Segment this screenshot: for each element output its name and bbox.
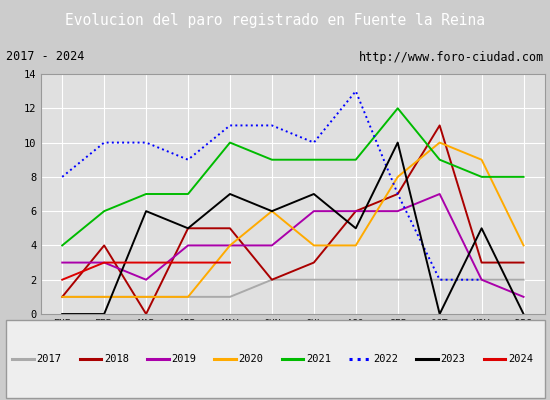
Text: 2024: 2024 xyxy=(508,354,533,364)
Text: http://www.foro-ciudad.com: http://www.foro-ciudad.com xyxy=(359,50,544,64)
Text: 2022: 2022 xyxy=(373,354,398,364)
Text: 2021: 2021 xyxy=(306,354,331,364)
FancyBboxPatch shape xyxy=(6,320,544,398)
Text: 2017 - 2024: 2017 - 2024 xyxy=(6,50,84,64)
Text: 2020: 2020 xyxy=(239,354,263,364)
Text: 2023: 2023 xyxy=(441,354,466,364)
Text: Evolucion del paro registrado en Fuente la Reina: Evolucion del paro registrado en Fuente … xyxy=(65,14,485,28)
Text: 2017: 2017 xyxy=(36,354,62,364)
Text: 2019: 2019 xyxy=(171,354,196,364)
Text: 2018: 2018 xyxy=(104,354,129,364)
